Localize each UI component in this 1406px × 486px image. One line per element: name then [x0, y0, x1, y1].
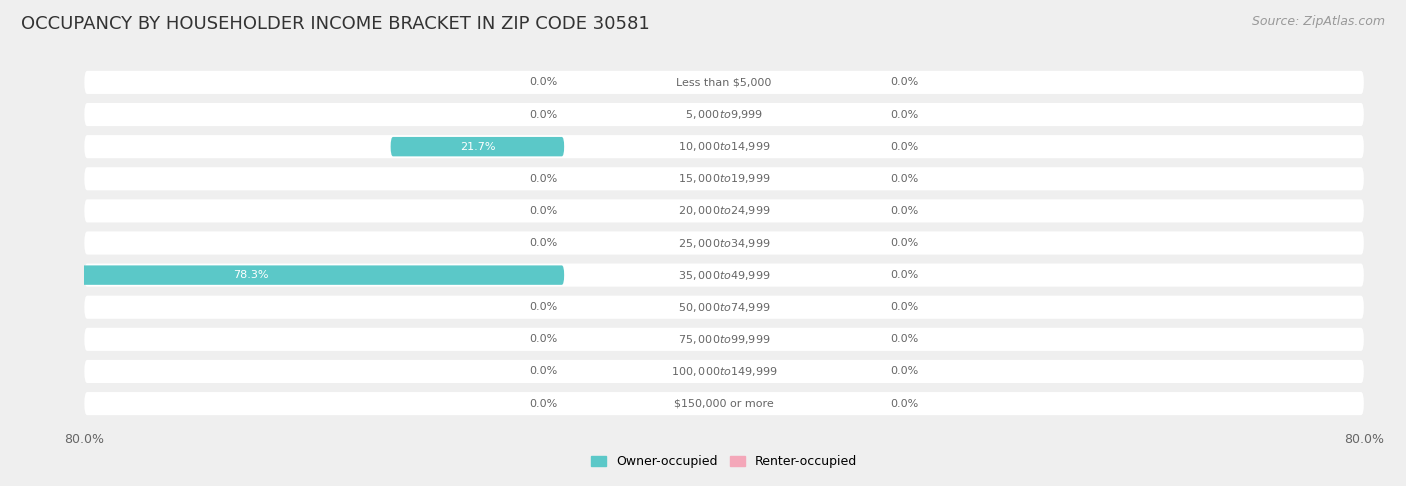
Text: 0.0%: 0.0%	[890, 238, 918, 248]
Text: $25,000 to $34,999: $25,000 to $34,999	[678, 237, 770, 249]
FancyBboxPatch shape	[0, 265, 564, 285]
Text: 0.0%: 0.0%	[530, 109, 558, 120]
FancyBboxPatch shape	[84, 199, 1364, 223]
FancyBboxPatch shape	[84, 295, 1364, 319]
FancyBboxPatch shape	[84, 135, 1364, 158]
Text: $150,000 or more: $150,000 or more	[675, 399, 773, 409]
Text: 0.0%: 0.0%	[530, 77, 558, 87]
Text: 0.0%: 0.0%	[890, 334, 918, 345]
Text: 0.0%: 0.0%	[890, 270, 918, 280]
Text: 0.0%: 0.0%	[890, 399, 918, 409]
Text: 21.7%: 21.7%	[460, 141, 495, 152]
FancyBboxPatch shape	[84, 263, 1364, 287]
Text: $10,000 to $14,999: $10,000 to $14,999	[678, 140, 770, 153]
FancyBboxPatch shape	[84, 392, 1364, 415]
Text: 0.0%: 0.0%	[890, 206, 918, 216]
FancyBboxPatch shape	[84, 71, 1364, 94]
FancyBboxPatch shape	[391, 137, 564, 156]
FancyBboxPatch shape	[84, 231, 1364, 255]
Text: $75,000 to $99,999: $75,000 to $99,999	[678, 333, 770, 346]
Text: 0.0%: 0.0%	[890, 174, 918, 184]
Text: 0.0%: 0.0%	[530, 238, 558, 248]
Text: 0.0%: 0.0%	[530, 174, 558, 184]
Text: $5,000 to $9,999: $5,000 to $9,999	[685, 108, 763, 121]
FancyBboxPatch shape	[84, 328, 1364, 351]
FancyBboxPatch shape	[84, 360, 1364, 383]
Text: 78.3%: 78.3%	[233, 270, 269, 280]
Text: 0.0%: 0.0%	[530, 206, 558, 216]
Text: 0.0%: 0.0%	[530, 302, 558, 312]
Text: $50,000 to $74,999: $50,000 to $74,999	[678, 301, 770, 314]
Text: $100,000 to $149,999: $100,000 to $149,999	[671, 365, 778, 378]
FancyBboxPatch shape	[84, 167, 1364, 191]
Legend: Owner-occupied, Renter-occupied: Owner-occupied, Renter-occupied	[586, 450, 862, 473]
Text: 0.0%: 0.0%	[530, 399, 558, 409]
Text: 0.0%: 0.0%	[890, 141, 918, 152]
Text: 0.0%: 0.0%	[890, 109, 918, 120]
Text: $15,000 to $19,999: $15,000 to $19,999	[678, 172, 770, 185]
Text: $20,000 to $24,999: $20,000 to $24,999	[678, 205, 770, 217]
Text: $35,000 to $49,999: $35,000 to $49,999	[678, 269, 770, 281]
Text: 0.0%: 0.0%	[890, 302, 918, 312]
Text: 0.0%: 0.0%	[530, 334, 558, 345]
Text: 0.0%: 0.0%	[890, 77, 918, 87]
Text: 0.0%: 0.0%	[890, 366, 918, 377]
Text: Less than $5,000: Less than $5,000	[676, 77, 772, 87]
Text: 0.0%: 0.0%	[530, 366, 558, 377]
Text: Source: ZipAtlas.com: Source: ZipAtlas.com	[1251, 15, 1385, 28]
Text: OCCUPANCY BY HOUSEHOLDER INCOME BRACKET IN ZIP CODE 30581: OCCUPANCY BY HOUSEHOLDER INCOME BRACKET …	[21, 15, 650, 33]
FancyBboxPatch shape	[84, 103, 1364, 126]
